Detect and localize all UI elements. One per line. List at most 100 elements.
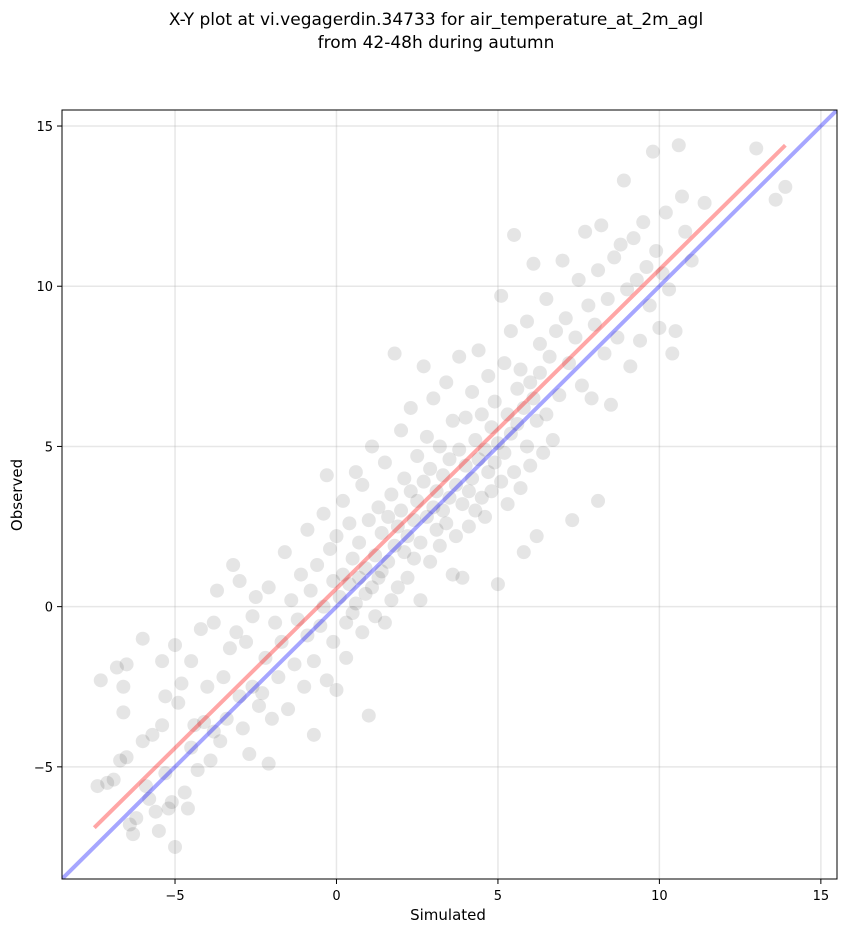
scatter-point <box>161 801 176 816</box>
scatter-point <box>432 439 447 454</box>
scatter-point <box>645 144 660 159</box>
scatter-point <box>487 394 502 409</box>
scatter-point <box>542 349 557 364</box>
scatter-point <box>145 727 160 742</box>
scatter-point <box>768 192 783 207</box>
scatter-point <box>287 657 302 672</box>
scatter-point <box>675 189 689 204</box>
scatter-point <box>526 391 541 406</box>
scatter-point <box>413 593 428 608</box>
scatter-point <box>377 455 392 470</box>
scatter-point <box>190 763 205 778</box>
scatter-point <box>116 705 131 720</box>
scatter-point <box>290 612 305 627</box>
scatter-points <box>90 138 793 854</box>
scatter-point <box>478 509 493 524</box>
scatter-point <box>429 522 444 537</box>
scatter-point <box>226 557 241 572</box>
scatter-point <box>584 391 599 406</box>
scatter-point <box>419 429 434 444</box>
scatter-point <box>303 583 318 598</box>
scatter-point <box>210 583 224 598</box>
scatter-point <box>565 513 580 528</box>
scatter-point <box>591 493 606 508</box>
scatter-point <box>403 400 418 415</box>
scatter-point <box>374 564 389 579</box>
y-axis-ticks: −5 0 5 10 15 <box>34 120 62 776</box>
scatter-point <box>232 574 247 589</box>
scatter-point <box>452 349 467 364</box>
scatter-point <box>532 365 547 380</box>
scatter-point <box>251 698 266 713</box>
scatter-point <box>474 490 489 505</box>
scatter-point <box>174 676 189 691</box>
scatter-point <box>355 477 370 492</box>
scatter-point <box>90 779 105 794</box>
scatter-point <box>419 509 434 524</box>
scatter-point <box>448 529 463 544</box>
scatter-point <box>394 503 409 518</box>
scatter-point <box>671 138 686 153</box>
scatter-point <box>151 823 166 838</box>
scatter-point <box>352 535 367 550</box>
scatter-point <box>271 670 286 685</box>
scatter-point <box>552 388 567 403</box>
scatter-point <box>242 747 257 762</box>
scatter-point <box>339 650 354 665</box>
scatter-point <box>465 384 480 399</box>
scatter-point <box>129 811 144 826</box>
scatter-point <box>432 538 447 553</box>
scatter-point <box>452 442 467 457</box>
scatter-point <box>323 541 338 556</box>
scatter-point <box>264 711 279 726</box>
scatter-point <box>332 590 347 605</box>
scatter-point <box>442 452 457 467</box>
scatter-point <box>539 407 554 422</box>
scatter-point <box>416 474 431 489</box>
scatter-point <box>413 535 428 550</box>
scatter-point <box>158 689 173 704</box>
x-tick-label: 5 <box>494 889 502 904</box>
scatter-point <box>474 407 489 422</box>
scatter-point <box>345 606 360 621</box>
scatter-point <box>471 343 486 358</box>
scatter-point <box>633 333 648 348</box>
chart-title-line1: X-Y plot at vi.vegagerdin.34733 for air_… <box>169 10 703 30</box>
scatter-point <box>177 785 192 800</box>
scatter-point <box>261 580 276 595</box>
scatter-point <box>168 638 183 653</box>
scatter-point <box>193 622 208 637</box>
scatter-point <box>500 407 515 422</box>
scatter-point <box>549 324 564 339</box>
scatter-point <box>484 484 499 499</box>
scatter-point <box>384 487 399 502</box>
x-axis-ticks: −5 0 5 10 15 <box>165 879 829 904</box>
scatter-point <box>513 481 528 496</box>
scatter-point <box>216 670 231 685</box>
scatter-point <box>122 817 137 832</box>
scatter-point <box>526 256 541 271</box>
scatter-point <box>371 500 386 515</box>
scatter-point <box>184 740 199 755</box>
scatter-point <box>164 795 179 810</box>
scatter-point <box>306 654 321 669</box>
scatter-point <box>494 474 509 489</box>
scatter-point <box>555 253 570 268</box>
scatter-point <box>381 509 396 524</box>
scatter-point <box>448 477 463 492</box>
scatter-point <box>261 756 276 771</box>
scatter-point <box>374 525 389 540</box>
scatter-point <box>516 545 531 560</box>
scatter-point <box>255 686 270 701</box>
scatter-point <box>222 641 237 656</box>
y-tick-label: 0 <box>45 601 53 616</box>
scatter-point <box>778 179 793 194</box>
scatter-point <box>416 359 431 374</box>
scatter-point <box>487 455 502 470</box>
scatter-point <box>623 359 638 374</box>
scatter-point <box>684 253 699 268</box>
scatter-point <box>439 375 454 390</box>
scatter-point <box>300 628 315 643</box>
scatter-point <box>116 679 131 694</box>
